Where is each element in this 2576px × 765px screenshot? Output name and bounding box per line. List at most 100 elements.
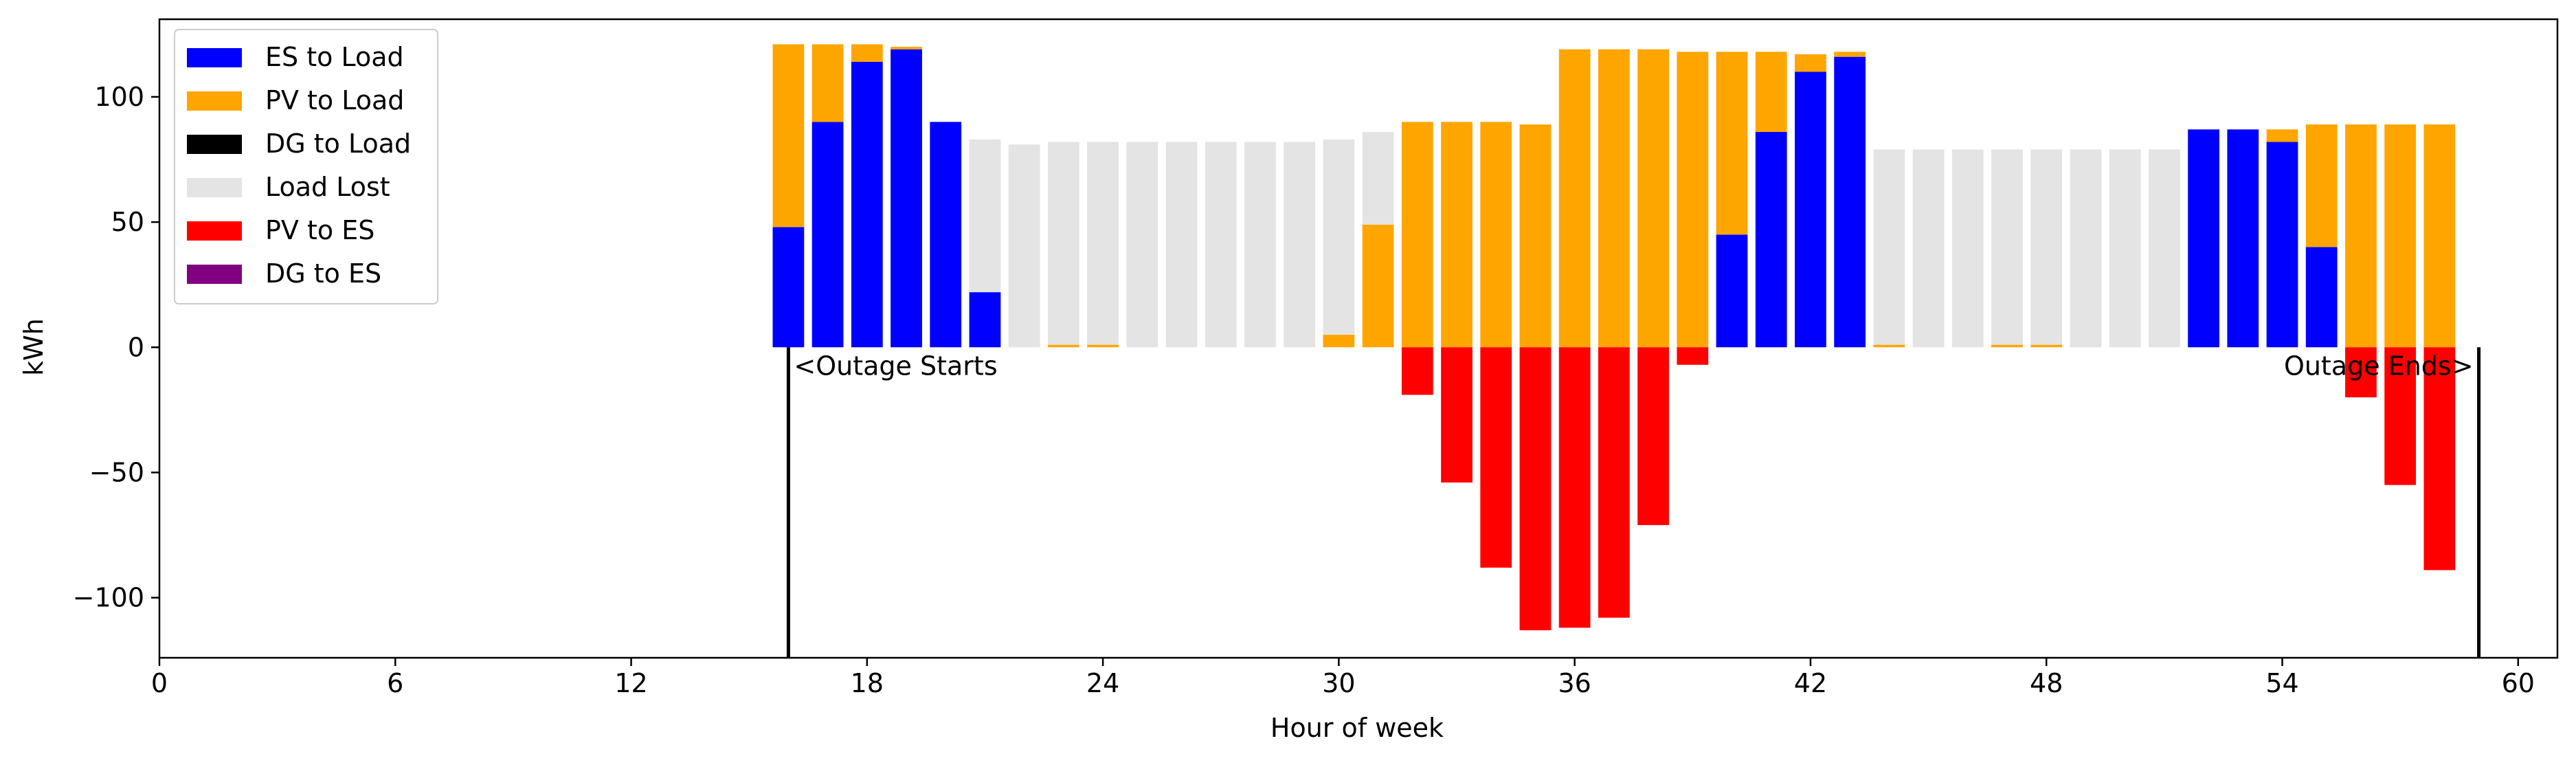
bar-es-to-load-40 — [1716, 234, 1748, 348]
bar-pv-to-load-39 — [1677, 52, 1709, 348]
bar-pv-to-load-37 — [1598, 49, 1630, 348]
bar-es-to-load-18 — [851, 61, 883, 348]
bar-pv-to-load-33 — [1441, 122, 1472, 348]
x-tick-label-42: 42 — [1794, 668, 1827, 698]
bar-pv-to-load-56 — [2345, 124, 2377, 348]
legend: ES to Load PV to Load DG to Load Load Lost P… — [174, 29, 438, 304]
bar-es-to-load-16 — [772, 227, 805, 348]
bar-pv-to-load-35 — [1519, 124, 1552, 348]
bar-pv-to-load-30 — [1323, 335, 1355, 348]
y-tick-label--100: −100 — [73, 583, 144, 613]
bar-es-to-load-52 — [2188, 129, 2219, 348]
legend-swatch-es-to-load — [187, 48, 242, 67]
legend-label-pv-to-es: PV to ES — [265, 215, 374, 245]
bar-pv-to-load-58 — [2423, 124, 2456, 348]
y-tick-label-50: 50 — [111, 207, 144, 237]
x-tick-label-24: 24 — [1086, 668, 1119, 698]
bar-pv-to-load-19 — [891, 47, 922, 49]
legend-label-dg-to-load: DG to Load — [265, 129, 411, 159]
bar-pv-to-load-54 — [2266, 129, 2298, 142]
legend-swatch-dg-to-load — [187, 135, 242, 154]
bar-pv-to-load-40 — [1716, 52, 1748, 235]
x-tick-label-12: 12 — [614, 668, 647, 698]
y-tick-label-0: 0 — [128, 332, 144, 362]
bar-pv-to-load-18 — [851, 44, 883, 62]
x-tick-label-54: 54 — [2265, 668, 2298, 698]
bar-load-lost-47 — [1991, 149, 2023, 345]
x-tick-label-48: 48 — [2030, 668, 2063, 698]
bar-load-lost-51 — [2148, 149, 2180, 348]
legend-label-dg-to-es: DG to ES — [265, 258, 381, 289]
bar-load-lost-45 — [1912, 149, 1945, 348]
bar-load-lost-29 — [1284, 142, 1316, 348]
x-tick-label-30: 30 — [1322, 668, 1355, 698]
bar-es-to-load-43 — [1834, 56, 1866, 348]
bar-load-lost-25 — [1126, 142, 1158, 348]
bar-pv-to-es-33 — [1441, 347, 1472, 483]
bar-pv-to-es-58 — [2423, 347, 2456, 570]
y-tick-label-100: 100 — [94, 82, 144, 112]
bar-pv-to-load-23 — [1048, 344, 1079, 348]
bar-pv-to-load-57 — [2384, 124, 2417, 348]
outage-marker-label-1: <Outage Starts — [794, 351, 997, 381]
bar-load-lost-30 — [1323, 139, 1355, 335]
bar-load-lost-24 — [1087, 142, 1119, 345]
plot-area: <Outage Starts Outage Ends> — [772, 44, 2481, 658]
bar-es-to-load-19 — [891, 49, 922, 348]
bar-es-to-load-54 — [2266, 142, 2298, 348]
bar-pv-to-es-32 — [1401, 347, 1433, 395]
bar-pv-to-load-31 — [1362, 224, 1394, 348]
axes: 0 6 12 18 24 30 36 42 48 54 60 −100 −50 0 50 100 — [73, 18, 2559, 698]
bar-pv-to-load-16 — [772, 44, 805, 228]
y-axis-label: kWh — [19, 318, 49, 376]
x-tick-label-60: 60 — [2502, 668, 2535, 698]
x-axis-label: Hour of week — [1270, 713, 1444, 743]
bar-pv-to-load-43 — [1834, 52, 1866, 57]
bar-pv-to-load-42 — [1795, 54, 1826, 72]
bar-es-to-load-17 — [811, 122, 844, 348]
bar-pv-to-load-48 — [2030, 344, 2063, 348]
legend-label-load-lost: Load Lost — [265, 172, 390, 202]
bar-es-to-load-21 — [969, 292, 1001, 348]
bar-pv-to-load-41 — [1755, 52, 1787, 132]
bar-pv-to-load-55 — [2305, 124, 2338, 247]
y-tick-label--50: −50 — [89, 457, 144, 487]
legend-swatch-dg-to-es — [187, 265, 242, 284]
bar-pv-to-load-34 — [1480, 122, 1512, 348]
bar-load-lost-31 — [1362, 131, 1394, 225]
bar-pv-to-load-47 — [1991, 344, 2023, 348]
plot-frame — [158, 18, 2559, 659]
bar-pv-to-es-39 — [1677, 347, 1709, 365]
bar-pv-to-es-57 — [2384, 347, 2417, 485]
bar-load-lost-46 — [1951, 149, 1984, 348]
x-tick-label-6: 6 — [387, 668, 403, 698]
legend-label-es-to-load: ES to Load — [265, 42, 404, 72]
legend-swatch-pv-to-load — [187, 91, 242, 111]
bar-pv-to-load-44 — [1873, 344, 1905, 348]
x-tick-label-18: 18 — [851, 668, 884, 698]
bar-pv-to-load-36 — [1558, 49, 1591, 348]
bar-pv-to-es-35 — [1519, 347, 1552, 630]
bar-es-to-load-41 — [1755, 131, 1787, 348]
bar-pv-to-es-37 — [1598, 347, 1630, 618]
bar-load-lost-26 — [1165, 142, 1198, 348]
bar-load-lost-21 — [969, 139, 1001, 293]
bar-pv-to-load-32 — [1401, 122, 1433, 348]
bar-es-to-load-20 — [930, 122, 962, 348]
bar-pv-to-es-36 — [1558, 347, 1591, 628]
bar-load-lost-27 — [1205, 142, 1237, 348]
bar-load-lost-22 — [1008, 144, 1040, 348]
outage-marker-label-2: Outage Ends> — [2284, 351, 2474, 381]
bar-pv-to-es-56 — [2345, 347, 2377, 398]
bar-es-to-load-42 — [1795, 71, 1826, 348]
bar-load-lost-28 — [1244, 142, 1276, 348]
bar-pv-to-es-34 — [1480, 347, 1512, 568]
x-tick-label-36: 36 — [1558, 668, 1591, 698]
legend-swatch-pv-to-es — [187, 221, 242, 241]
bar-load-lost-50 — [2109, 149, 2141, 348]
bar-pv-to-load-38 — [1637, 49, 1669, 348]
bar-load-lost-48 — [2030, 149, 2063, 345]
bar-load-lost-44 — [1873, 149, 1905, 345]
bar-pv-to-load-17 — [811, 44, 844, 122]
